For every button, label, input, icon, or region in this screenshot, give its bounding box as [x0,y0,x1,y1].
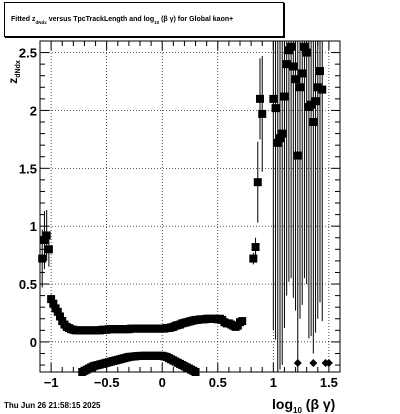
x-tick-label: −1 [44,375,59,390]
data-point [42,231,51,240]
data-point-high [307,100,316,109]
data-point-high [293,151,302,160]
data-point-high [271,104,280,113]
data-point-high [291,75,300,84]
y-axis-title: zdNdx [6,60,22,84]
timestamp-footer: Thu Jun 26 21:58:15 2025 [4,401,101,410]
data-point-high [300,42,309,51]
x-tick-label: 1 [270,375,277,390]
y-tick-label: 1.5 [19,161,37,176]
y-tick-label: 1 [30,219,37,234]
chart-title: Fitted zdNdx versus TpcTrackLength and l… [11,16,234,25]
y-tick-label: 2 [30,103,37,118]
data-point-high [280,92,289,101]
data-point-high [258,109,267,118]
y-tick-label: 2.5 [19,46,37,61]
data-point-high [302,48,311,57]
data-point-high [278,129,287,138]
data-point-high [249,254,258,263]
x-tick-label: 0.5 [209,375,227,390]
data-point [238,317,247,326]
plot-frame [39,40,341,373]
data-point-high [269,94,278,103]
x-tick-label: 1.5 [320,375,338,390]
data-point-high [296,83,304,92]
data-point [47,295,56,304]
data-point-high [298,69,307,78]
data-point-high [256,94,264,103]
x-tick-label: 0 [159,375,166,390]
data-point-high [282,60,291,69]
chart-title-box: Fitted zdNdx versus TpcTrackLength and l… [4,2,284,37]
data-point-high [313,83,322,92]
data-point-high [318,85,327,94]
data-point-high [316,67,324,76]
data-point-high [276,134,284,143]
data-point [56,312,64,321]
data-point-high [253,178,262,187]
data-point-high [289,62,298,71]
x-axis-title: log10 (β γ) [272,396,335,414]
data-point [40,236,49,245]
x-tick-label: −0.5 [94,375,120,390]
data-point-high [311,97,320,106]
data-point [38,254,47,263]
y-tick-label: 0 [30,335,37,350]
data-point-high [273,138,282,147]
data-point-high [251,243,260,252]
data-point [49,299,58,308]
data-point [44,245,53,254]
data-point [53,307,62,316]
data-point-high [287,42,296,51]
diamond-marker [309,359,318,367]
diamond-marker [293,359,302,367]
y-tick-label: 0.5 [19,277,37,292]
data-point-high [309,118,318,127]
